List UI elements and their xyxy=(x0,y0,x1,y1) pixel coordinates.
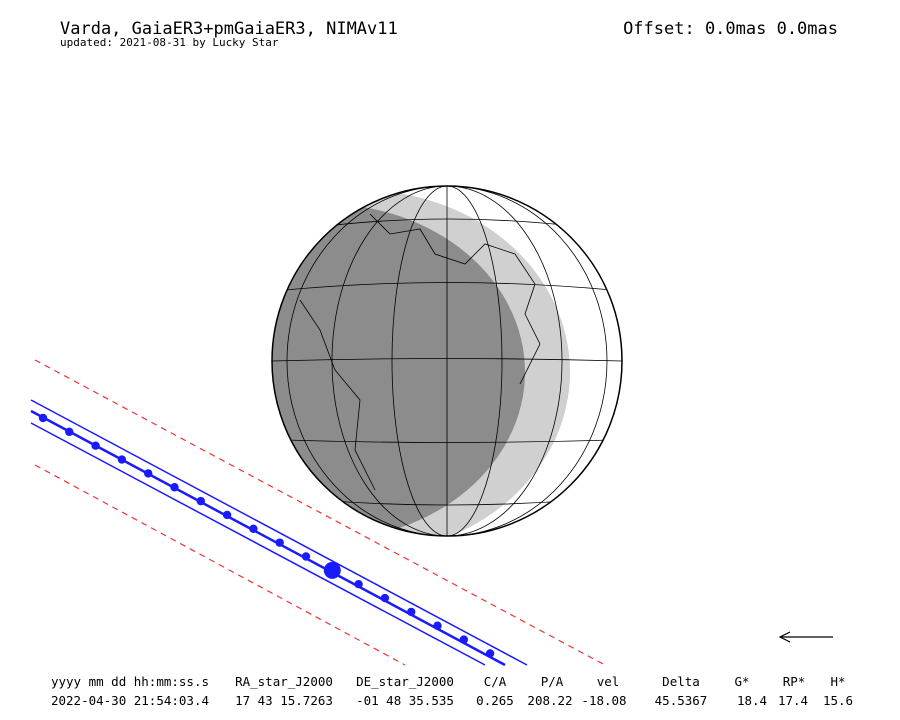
globe xyxy=(271,185,623,537)
title: Varda, GaiaER3+pmGaiaER3, NIMAv11 xyxy=(60,19,398,39)
column-header: DE_star_J2000 xyxy=(356,674,454,689)
path-dot xyxy=(38,413,48,423)
path-dot xyxy=(380,593,390,603)
table-cell: 208.22 xyxy=(527,693,572,708)
path-dot xyxy=(117,455,127,464)
ephemeris-table: yyyy mm dd hh:mm:ss.s RA_star_J2000 DE_sta… xyxy=(51,674,853,708)
column-header: G* xyxy=(734,674,749,689)
path-dot xyxy=(323,561,341,579)
table-cell: 2022-04-30 21:54:03.4 xyxy=(51,693,209,708)
table-cell: 45.5367 xyxy=(655,693,708,708)
offset: Offset: 0.0mas 0.0mas xyxy=(623,19,838,39)
path-dot xyxy=(275,538,284,547)
path-dot xyxy=(301,552,311,561)
column-header: Delta xyxy=(662,674,700,689)
path-dot xyxy=(170,483,179,492)
table-cell: 15.6 xyxy=(823,693,853,708)
path-dot xyxy=(459,635,468,644)
table-cell: 0.265 xyxy=(476,693,514,708)
path-limit xyxy=(30,422,486,666)
shadow-path xyxy=(30,359,606,667)
path-dot xyxy=(65,427,74,437)
column-header: P/A xyxy=(541,674,564,689)
path-dot xyxy=(144,469,153,478)
column-header: vel xyxy=(597,674,620,689)
error-limit xyxy=(34,359,606,666)
path-dot xyxy=(196,496,205,506)
table-cell: 17 43 15.7263 xyxy=(235,693,333,708)
path-dot xyxy=(485,649,495,658)
error-limit xyxy=(34,464,406,666)
path-dot xyxy=(407,607,416,617)
centerline xyxy=(30,409,506,667)
path-limit xyxy=(30,399,528,666)
column-header: yyyy mm dd hh:mm:ss.s xyxy=(51,674,209,689)
column-header: RP* xyxy=(783,674,806,689)
direction-arrow xyxy=(778,631,833,643)
table-cell: -18.08 xyxy=(581,693,626,708)
path-dot xyxy=(433,621,442,630)
path-dot xyxy=(354,580,363,589)
column-header: C/A xyxy=(484,674,507,689)
column-header: H* xyxy=(830,674,845,689)
path-dot xyxy=(91,441,100,450)
table-cell: -01 48 35.535 xyxy=(356,693,454,708)
table-cell: 17.4 xyxy=(778,693,808,708)
path-dot xyxy=(249,524,258,533)
table-cell: 18.4 xyxy=(737,693,767,708)
path-dot xyxy=(222,510,232,520)
subtitle: updated: 2021-08-31 by Lucky Star xyxy=(60,36,279,49)
column-header: RA_star_J2000 xyxy=(235,674,333,689)
